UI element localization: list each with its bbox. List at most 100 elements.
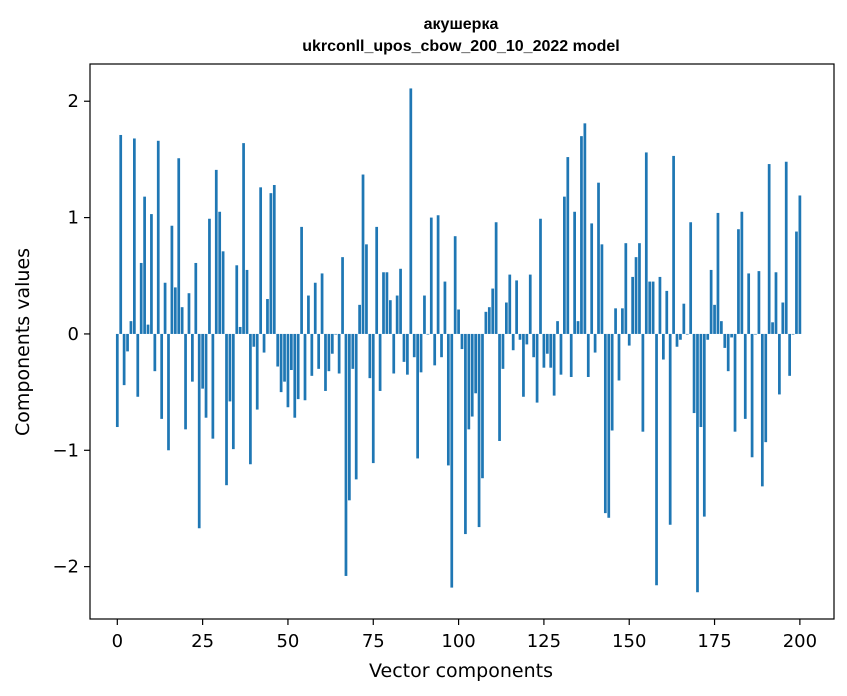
bar-16 [170, 225, 174, 334]
bar-134 [573, 211, 576, 334]
bar-112 [498, 333, 501, 441]
bar-141 [597, 182, 600, 334]
bar-45 [269, 193, 273, 334]
bar-155 [644, 152, 648, 334]
bar-69 [351, 333, 355, 369]
bar-60 [320, 273, 324, 334]
bar-184 [743, 333, 747, 419]
bar-61 [324, 333, 327, 391]
bar-115 [508, 274, 512, 334]
bar-56 [307, 295, 310, 334]
bar-145 [610, 333, 614, 431]
bar-163 [672, 155, 675, 334]
chart-title: акушерка [424, 16, 499, 33]
bar-104 [470, 333, 474, 417]
bar-173 [706, 333, 710, 340]
y-tick-label-1: −1 [52, 440, 79, 461]
bar-174 [709, 269, 713, 334]
bar-132 [566, 157, 570, 334]
x-axis-ticks: 0 25 50 75 100 125 150 175 200 [112, 619, 817, 652]
bar-92 [429, 217, 433, 334]
bar-98 [450, 333, 454, 588]
bar-171 [699, 333, 703, 428]
bar-196 [784, 161, 788, 334]
x-tick-label-175: 175 [697, 631, 731, 652]
bar-113 [501, 333, 505, 369]
bar-142 [600, 244, 604, 334]
bar-118 [518, 333, 522, 340]
bars-layer [115, 88, 802, 593]
bar-67 [344, 333, 348, 576]
bar-76 [375, 226, 379, 334]
x-axis-label: Vector components [369, 660, 553, 682]
bar-108 [484, 311, 488, 334]
bar-0 [115, 333, 119, 428]
bar-27 [208, 218, 211, 334]
bar-144 [607, 333, 611, 518]
bar-39 [249, 333, 252, 465]
bar-121 [528, 274, 532, 334]
bar-7 [139, 262, 143, 334]
bar-162 [668, 333, 672, 525]
y-tick-label-4: 2 [68, 91, 79, 112]
bar-138 [586, 333, 590, 377]
bar-119 [522, 333, 525, 397]
bar-42 [259, 187, 263, 334]
bar-165 [679, 333, 682, 340]
bar-31 [221, 251, 225, 334]
bar-46 [272, 185, 276, 334]
bar-66 [341, 257, 344, 334]
bar-175 [713, 304, 716, 334]
bar-23 [194, 262, 198, 334]
bar-41 [255, 333, 259, 410]
bar-197 [788, 333, 791, 376]
bar-130 [559, 333, 563, 375]
bar-53 [296, 333, 300, 400]
bar-24 [197, 333, 201, 529]
y-tick-label-3: 1 [68, 208, 79, 229]
bar-176 [716, 212, 720, 334]
bar-127 [549, 333, 553, 368]
bar-167 [685, 333, 689, 335]
bar-6 [136, 333, 140, 397]
bar-101 [460, 333, 464, 350]
bar-62 [327, 333, 331, 372]
bar-187 [754, 333, 757, 335]
bar-151 [631, 276, 635, 334]
bar-86 [409, 88, 413, 334]
bar-82 [395, 295, 399, 334]
bar-75 [371, 333, 375, 464]
bar-186 [750, 333, 754, 458]
bar-36 [238, 326, 242, 334]
bar-124 [539, 218, 542, 334]
bar-18 [177, 158, 181, 334]
bar-168 [689, 222, 693, 334]
bar-156 [648, 281, 652, 334]
bar-85 [406, 333, 409, 375]
bar-189 [760, 333, 764, 487]
bar-20 [184, 333, 187, 430]
bar-95 [440, 333, 443, 358]
bar-73 [365, 244, 368, 334]
bar-40 [252, 333, 256, 347]
bar-88 [416, 333, 419, 459]
bar-180 [730, 333, 733, 338]
x-tick-label-0: 0 [112, 631, 123, 652]
bar-5 [133, 138, 136, 334]
bar-136 [580, 136, 583, 334]
bar-122 [532, 333, 536, 358]
bar-3 [126, 333, 129, 352]
bar-79 [385, 272, 389, 334]
bar-11 [153, 333, 157, 372]
bar-12 [156, 140, 160, 334]
y-axis-label: Components values [12, 248, 34, 436]
bar-84 [402, 333, 406, 362]
bar-172 [702, 333, 706, 517]
bar-195 [781, 302, 785, 334]
bar-47 [276, 333, 280, 367]
bar-19 [180, 307, 184, 334]
bar-131 [563, 196, 566, 334]
bar-139 [590, 223, 594, 334]
bar-100 [457, 309, 460, 334]
